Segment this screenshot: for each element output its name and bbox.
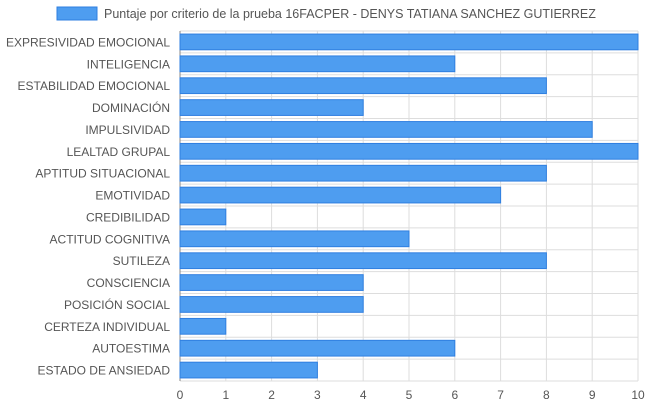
bar[interactable] xyxy=(179,55,456,73)
x-tick-label: 7 xyxy=(497,388,504,402)
category-label: IMPULSIVIDAD xyxy=(85,123,170,137)
x-tick-label: 9 xyxy=(589,388,596,402)
category-label: ESTADO DE ANSIEDAD xyxy=(38,364,171,378)
bar[interactable] xyxy=(179,230,410,248)
bar[interactable] xyxy=(179,142,639,160)
x-tick-label: 1 xyxy=(222,388,229,402)
category-label: EXPRESIVIDAD EMOCIONAL xyxy=(6,35,170,49)
category-label: CONSCIENCIA xyxy=(87,276,170,290)
legend-swatch xyxy=(56,6,98,21)
category-label: EMOTIVIDAD xyxy=(95,189,170,203)
bar[interactable] xyxy=(179,121,593,138)
bar[interactable] xyxy=(179,186,502,204)
x-tick-labels: 0 1 2 3 4 5 6 7 8 9 10 xyxy=(177,388,645,402)
x-tick-label: 0 xyxy=(177,388,184,402)
chart-legend[interactable]: Puntaje por criterio de la prueba 16FACP… xyxy=(56,6,596,21)
x-tick-label: 3 xyxy=(314,388,321,402)
category-label: SUTILEZA xyxy=(113,254,170,268)
x-tick-label: 8 xyxy=(543,388,550,402)
bar[interactable] xyxy=(179,33,639,51)
grid-lines xyxy=(179,30,639,382)
category-label: ESTABILIDAD EMOCIONAL xyxy=(18,79,171,93)
category-label: AUTOESTIMA xyxy=(92,342,170,356)
bar[interactable] xyxy=(179,164,547,182)
category-label: INTELIGENCIA xyxy=(87,57,170,71)
category-label: APTITUD SITUACIONAL xyxy=(35,167,170,181)
bar[interactable] xyxy=(179,99,364,116)
category-label: CREDIBILIDAD xyxy=(86,210,170,224)
bar[interactable] xyxy=(179,274,364,291)
bars xyxy=(179,33,639,379)
category-label: DOMINACIÓN xyxy=(92,100,170,115)
bar[interactable] xyxy=(179,296,364,313)
bar[interactable] xyxy=(179,252,547,270)
category-label: ACTITUD COGNITIVA xyxy=(50,232,170,246)
x-tick-label: 4 xyxy=(360,388,367,402)
x-tick-label: 10 xyxy=(631,388,645,402)
category-label: LEALTAD GRUPAL xyxy=(67,145,171,159)
x-tick-label: 6 xyxy=(451,388,458,402)
bar[interactable] xyxy=(179,317,227,335)
category-label: CERTEZA INDIVIDUAL xyxy=(44,320,170,334)
category-label: POSICIÓN SOCIAL xyxy=(64,297,170,312)
bar[interactable] xyxy=(179,77,547,95)
x-tick-label: 5 xyxy=(406,388,413,402)
bar[interactable] xyxy=(179,339,456,357)
legend-label: Puntaje por criterio de la prueba 16FACP… xyxy=(104,7,596,21)
category-labels: EXPRESIVIDAD EMOCIONAL INTELIGENCIA ESTABI… xyxy=(6,35,170,377)
bar[interactable] xyxy=(179,361,318,379)
bar[interactable] xyxy=(179,208,227,226)
x-tick-label: 2 xyxy=(268,388,275,402)
